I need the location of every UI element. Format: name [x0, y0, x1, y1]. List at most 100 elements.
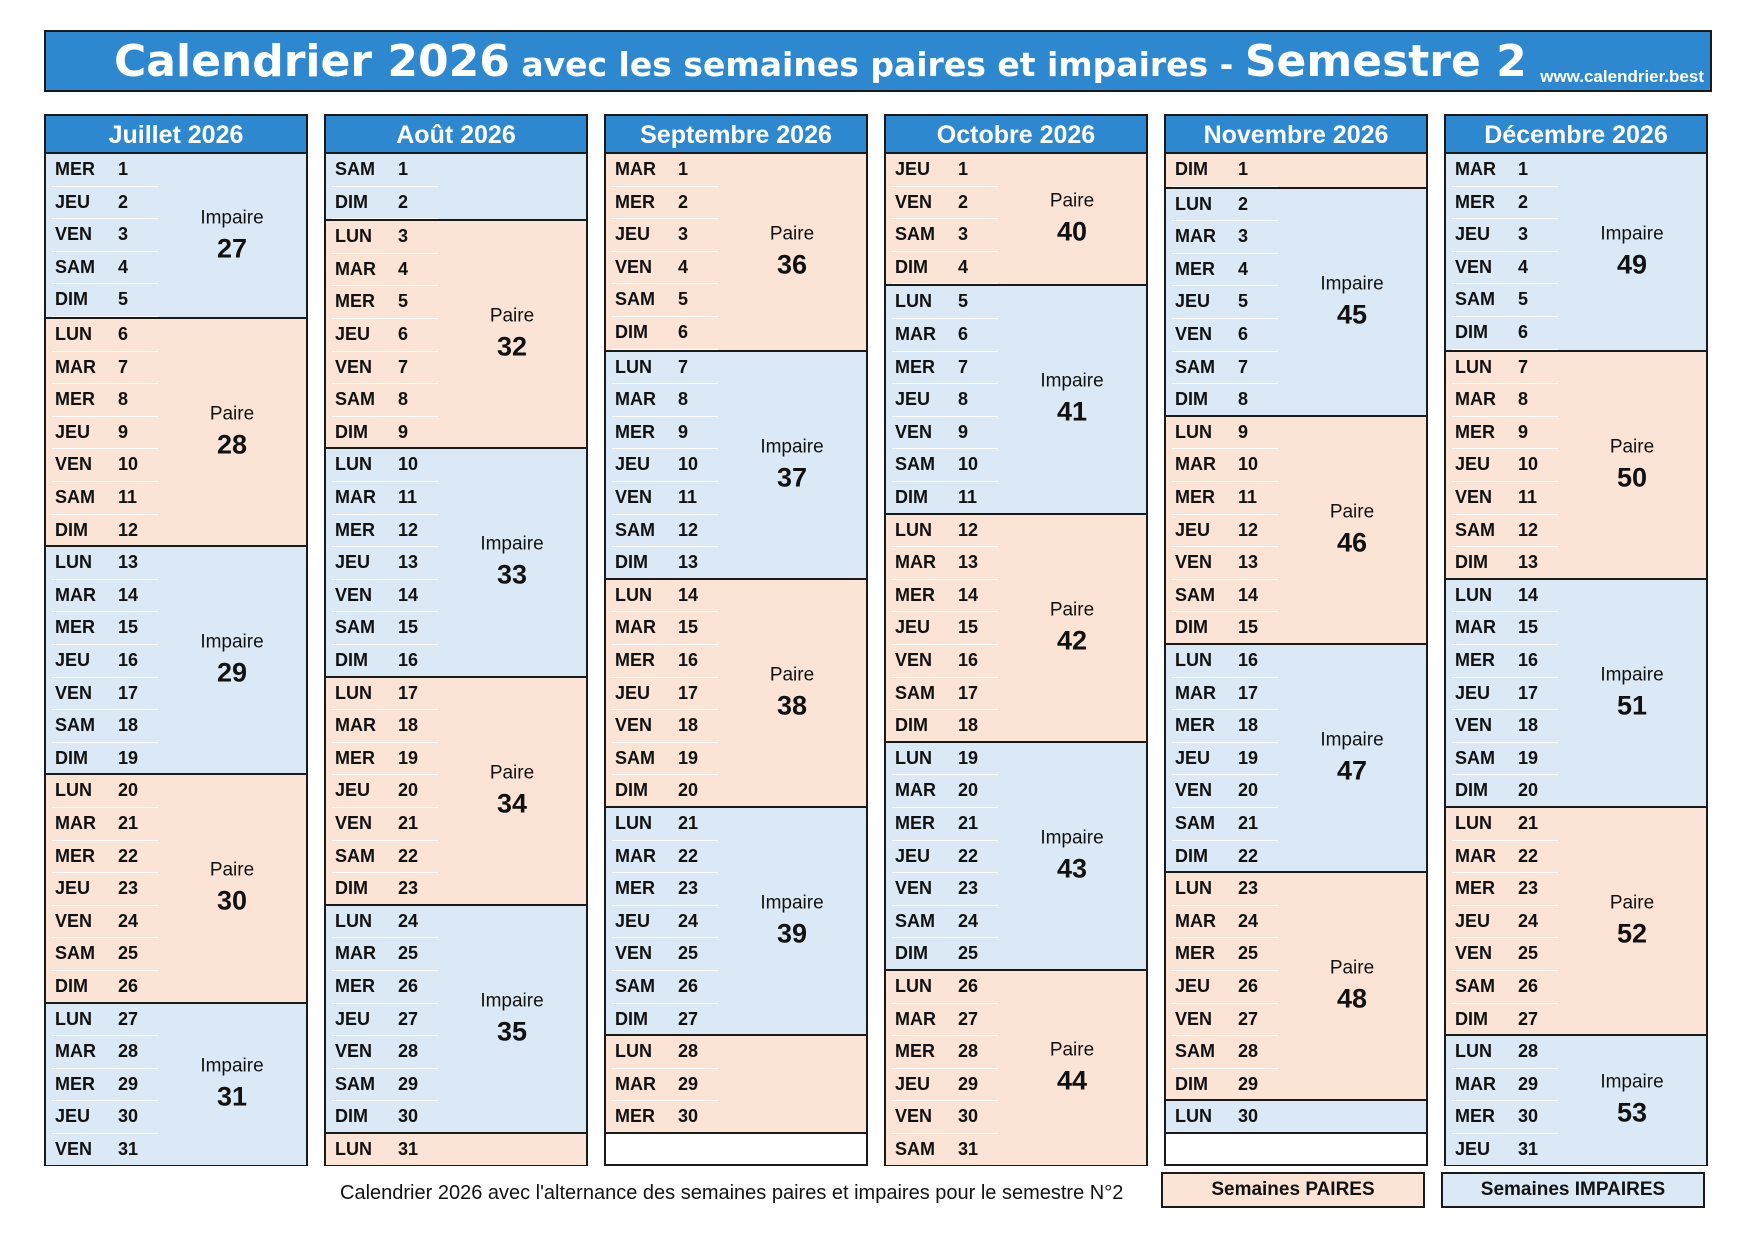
day-number: 13 — [1518, 552, 1539, 573]
day-number: 28 — [398, 1041, 419, 1062]
day-name: LUN — [615, 356, 652, 377]
week-block: LUN 6 MAR 7 MER 8 JEU 9 VEN 10 SAM 11 DIM 12 Paire 28 — [46, 317, 306, 548]
row-divider — [52, 643, 158, 645]
day-row: MAR 8 — [1446, 384, 1558, 417]
week-number: 28 — [216, 429, 248, 460]
week-number: 41 — [1056, 396, 1088, 427]
row-divider — [1172, 252, 1278, 254]
week-parity: Paire — [1609, 436, 1655, 458]
week-block: LUN 13 MAR 14 MER 15 JEU 16 VEN 17 SAM 18 DIM 19 Impai… — [46, 545, 306, 776]
week-block: LUN 30 — [1166, 1099, 1426, 1134]
day-name: MAR — [55, 356, 96, 377]
row-divider — [52, 218, 158, 220]
week-label: Impaire 37 — [718, 436, 866, 493]
day-row: MER 5 — [326, 286, 438, 319]
day-name: MAR — [1455, 389, 1496, 410]
day-number: 15 — [678, 617, 699, 638]
day-row: DIM 27 — [606, 1004, 718, 1037]
day-number: 8 — [118, 389, 129, 410]
week-number: 36 — [776, 249, 808, 280]
day-number: 19 — [958, 747, 979, 768]
day-row: MAR 21 — [46, 808, 158, 841]
day-name: LUN — [1175, 421, 1212, 442]
day-row: VEN 6 — [1166, 319, 1278, 352]
day-row: SAM 12 — [1446, 515, 1558, 548]
day-name: MAR — [1455, 159, 1496, 179]
day-name: JEU — [895, 617, 931, 638]
day-name: VEN — [895, 191, 933, 212]
day-name: MER — [1455, 878, 1495, 899]
day-number: 22 — [1238, 845, 1259, 866]
day-number: 24 — [1518, 910, 1539, 931]
week-number: 52 — [1616, 918, 1648, 949]
row-divider — [892, 709, 998, 711]
row-divider — [332, 415, 438, 417]
week-parity: Paire — [1049, 599, 1095, 621]
day-row: JEU 17 — [606, 678, 718, 711]
day-name: LUN — [55, 552, 92, 573]
day-row: SAM 12 — [606, 515, 718, 548]
week-number: 30 — [216, 885, 248, 916]
row-divider — [52, 611, 158, 613]
day-row: SAM 31 — [886, 1134, 998, 1167]
day-number: 9 — [118, 421, 129, 442]
day-name: DIM — [615, 552, 648, 573]
legend-even-weeks: Semaines PAIRES — [1161, 1172, 1425, 1208]
week-block: LUN 2 MAR 3 MER 4 JEU 5 VEN 6 SAM 7 DIM 8 Impaire 45 — [1166, 186, 1426, 417]
week-number: 35 — [496, 1016, 528, 1047]
day-name: SAM — [615, 519, 655, 540]
day-number: 9 — [398, 421, 409, 442]
day-row: VEN 11 — [1446, 482, 1558, 515]
row-divider — [892, 250, 998, 252]
day-row: LUN 23 — [1166, 873, 1278, 906]
row-divider — [612, 969, 718, 971]
day-row: MER 30 — [1446, 1101, 1558, 1134]
day-row: LUN 14 — [606, 580, 718, 613]
row-divider — [1172, 350, 1278, 352]
week-block: LUN 24 MAR 25 MER 26 JEU 27 VEN 28 SAM 29 DIM 30 Impai… — [326, 903, 586, 1134]
day-number: 29 — [118, 1073, 139, 1094]
day-number: 15 — [1238, 617, 1259, 638]
day-name: MAR — [615, 389, 656, 410]
week-block: LUN 21 MAR 22 MER 23 JEU 24 VEN 25 SAM 26 DIM 27 Impai… — [606, 806, 866, 1037]
row-divider — [52, 315, 158, 317]
day-name: SAM — [895, 454, 935, 475]
day-name: MER — [615, 191, 655, 212]
row-divider — [1452, 546, 1558, 548]
day-row: SAM 3 — [886, 219, 998, 252]
day-name: MER — [335, 519, 375, 540]
day-number: 8 — [958, 389, 969, 410]
row-divider — [1452, 1002, 1558, 1004]
day-number: 19 — [1518, 747, 1539, 768]
week-block: MER 1 JEU 2 VEN 3 SAM 4 DIM 5 Impaire 27 — [46, 154, 306, 317]
day-number: 3 — [958, 224, 969, 245]
week-number: 51 — [1616, 690, 1648, 721]
day-row: MAR 15 — [1446, 612, 1558, 645]
row-divider — [52, 806, 158, 808]
day-number: 11 — [398, 486, 418, 507]
day-row: VEN 4 — [1446, 252, 1558, 285]
day-name: SAM — [335, 845, 375, 866]
row-divider — [1172, 317, 1278, 319]
day-number: 15 — [398, 617, 419, 638]
day-name: DIM — [335, 649, 368, 670]
day-row: MER 2 — [1446, 187, 1558, 220]
day-row: DIM 8 — [1166, 384, 1278, 417]
day-name: MAR — [335, 943, 376, 964]
day-name: SAM — [335, 1073, 375, 1094]
day-name: MAR — [1455, 845, 1496, 866]
day-number: 26 — [1518, 976, 1539, 996]
row-divider — [612, 676, 718, 678]
row-divider — [52, 350, 158, 352]
day-row: VEN 28 — [326, 1036, 438, 1069]
day-number: 2 — [678, 191, 689, 212]
day-row: DIM 11 — [886, 482, 998, 515]
day-name: LUN — [335, 910, 372, 931]
day-name: DIM — [615, 780, 648, 801]
day-number: 4 — [398, 258, 409, 279]
week-block: DIM 1 — [1166, 154, 1426, 187]
day-name: MER — [895, 812, 935, 833]
week-number: 46 — [1336, 527, 1368, 558]
week-block: LUN 14 MAR 15 MER 16 JEU 17 VEN 18 SAM 19 DIM 20 Impai… — [1446, 577, 1706, 808]
day-row: LUN 12 — [886, 515, 998, 548]
